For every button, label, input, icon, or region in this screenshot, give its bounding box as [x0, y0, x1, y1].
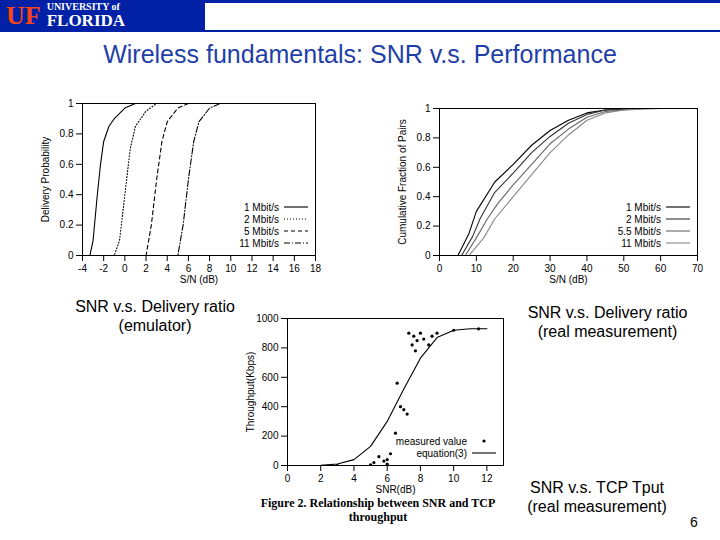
svg-text:Throughput(Kbps): Throughput(Kbps) [245, 352, 256, 433]
svg-text:Cumulative Fraction of Pairs: Cumulative Fraction of Pairs [397, 119, 408, 245]
html-text:1 Mbit/s: 1 Mbit/s [244, 201, 279, 213]
svg-text:0: 0 [425, 250, 431, 261]
svg-text:0: 0 [68, 250, 74, 261]
svg-text:70: 70 [692, 263, 704, 274]
svg-text:0.4: 0.4 [60, 189, 74, 200]
svg-text:0: 0 [273, 460, 279, 471]
svg-text:0.8: 0.8 [60, 128, 74, 139]
svg-text:18: 18 [310, 263, 322, 274]
svg-text:200: 200 [262, 430, 279, 441]
html-text:11 Mbit/s: 11 Mbit/s [621, 237, 661, 249]
svg-text:2: 2 [318, 473, 324, 484]
svg-text:40: 40 [581, 263, 593, 274]
svg-text:SNR(dB): SNR(dB) [375, 484, 415, 495]
svg-text:6: 6 [186, 263, 192, 274]
svg-text:10: 10 [471, 263, 483, 274]
svg-text:-4: -4 [78, 263, 87, 274]
html-text:UF: UF [6, 0, 41, 30]
svg-text:0: 0 [437, 263, 443, 274]
svg-text:0.6: 0.6 [417, 162, 431, 173]
svg-text:50: 50 [618, 263, 630, 274]
html-text:5.5 Mbit/s: 5.5 Mbit/s [617, 225, 661, 237]
svg-text:0.2: 0.2 [60, 219, 74, 230]
html-text:5 Mbit/s: 5 Mbit/s [244, 225, 279, 237]
html-text:2 Mbit/s: 2 Mbit/s [244, 213, 279, 225]
svg-text:0.4: 0.4 [417, 191, 431, 202]
svg-text:800: 800 [262, 342, 279, 353]
svg-text:12: 12 [246, 263, 258, 274]
svg-text:6: 6 [384, 473, 390, 484]
html-text:Wireless fundamentals: SNR v.s: Wireless fundamentals: SNR v.s. Performa… [103, 40, 617, 68]
svg-text:4: 4 [351, 473, 357, 484]
svg-text:0.8: 0.8 [417, 132, 431, 143]
html-text:SNR v.s. Delivery ratio (real: SNR v.s. Delivery ratio (real measuremen… [527, 304, 688, 341]
svg-text:4: 4 [164, 263, 170, 274]
html-text:FLORIDA: FLORIDA [46, 11, 126, 30]
svg-text:10: 10 [448, 473, 460, 484]
svg-text:1000: 1000 [256, 313, 279, 324]
html-text:measured value: measured value [395, 435, 467, 447]
svg-text:Delivery Probability: Delivery Probability [40, 137, 51, 223]
svg-text:16: 16 [289, 263, 301, 274]
svg-text:0: 0 [122, 263, 128, 274]
html-text:SNR v.s. TCP Tput (real measur: SNR v.s. TCP Tput (real measurement) [527, 479, 667, 516]
svg-text:1: 1 [425, 103, 431, 114]
html-text:1 Mbit/s: 1 Mbit/s [626, 201, 661, 213]
svg-text:0.6: 0.6 [60, 159, 74, 170]
html-text:6: 6 [690, 514, 698, 530]
svg-text:60: 60 [655, 263, 667, 274]
html-text:Figure 2. Relationship between: Figure 2. Relationship between SNR and T… [260, 496, 496, 525]
svg-text:600: 600 [262, 372, 279, 383]
svg-text:8: 8 [418, 473, 424, 484]
svg-text:10: 10 [225, 263, 237, 274]
html-text:equation(3): equation(3) [416, 447, 467, 459]
svg-text:S/N (dB): S/N (dB) [549, 274, 587, 285]
svg-text:30: 30 [545, 263, 557, 274]
svg-text:8: 8 [207, 263, 213, 274]
svg-text:1: 1 [68, 98, 74, 109]
svg-text:0: 0 [285, 473, 291, 484]
html-text:11 Mbit/s: 11 Mbit/s [239, 237, 279, 249]
html-text:UNIVERSITY of: UNIVERSITY of [46, 1, 120, 12]
svg-text:12: 12 [481, 473, 493, 484]
svg-text:S/N (dB): S/N (dB) [180, 274, 218, 285]
svg-text:2: 2 [143, 263, 149, 274]
svg-text:-2: -2 [99, 263, 108, 274]
svg-text:0.2: 0.2 [417, 220, 431, 231]
svg-text:400: 400 [262, 401, 279, 412]
html-text:SNR v.s. Delivery ratio (emula: SNR v.s. Delivery ratio (emulator) [75, 298, 235, 335]
svg-text:14: 14 [268, 263, 280, 274]
svg-text:20: 20 [508, 263, 520, 274]
html-text:2 Mbit/s: 2 Mbit/s [626, 213, 661, 225]
